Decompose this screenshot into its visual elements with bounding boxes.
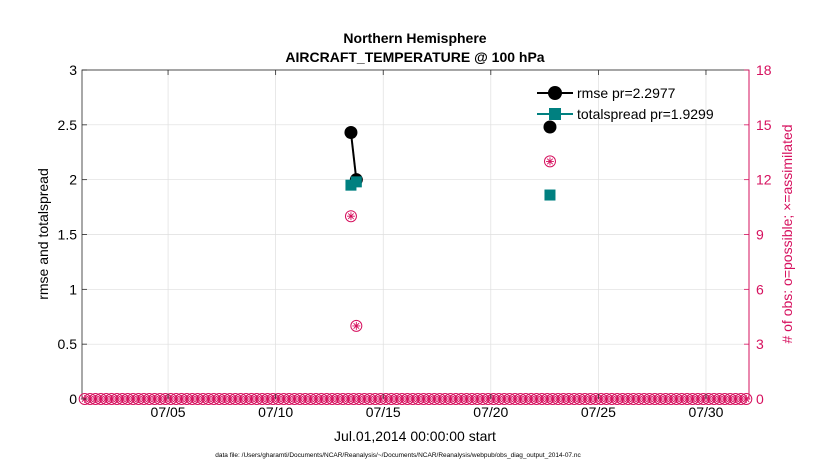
y-tick-label: 0.5 <box>58 336 78 352</box>
y-tick-label: 1.5 <box>58 227 78 243</box>
obs-asterisk <box>546 157 554 166</box>
rmse-point <box>344 126 358 140</box>
obs-asterisk <box>352 321 361 330</box>
obs-circle <box>344 210 357 223</box>
y-tick-label: 3 <box>69 62 77 78</box>
y2-tick-label: 15 <box>756 117 772 133</box>
chart-title: Northern Hemisphere <box>343 30 486 46</box>
x-tick-label: 07/25 <box>581 404 616 420</box>
ticks: 07/05 07/10 07/15 07/20 07/25 07/30 0 0.5 1 1.5 2 2… <box>58 62 772 420</box>
x-tick-label: 07/10 <box>258 404 293 420</box>
chart-subtitle: AIRCRAFT_TEMPERATURE @ 100 hPa <box>285 49 544 65</box>
y2-tick-label: 18 <box>756 62 772 78</box>
y-axis-label: rmse and totalspread <box>35 168 51 300</box>
x-tick-label: 07/15 <box>366 404 401 420</box>
y-tick-label: 2.5 <box>58 117 78 133</box>
obs-count-point <box>344 210 357 223</box>
obs-circle <box>740 393 753 405</box>
legend-label-0: rmse pr=2.2977 <box>577 85 676 101</box>
obs-count-point <box>350 319 363 332</box>
x-tick-label: 07/05 <box>151 404 186 420</box>
x-tick-label: 07/30 <box>688 404 723 420</box>
y-tick-label: 2 <box>69 172 77 188</box>
y2-tick-label: 6 <box>756 281 764 297</box>
totalspread-point <box>544 189 556 201</box>
x-axis-label: Jul.01,2014 00:00:00 start <box>334 428 496 444</box>
y-tick-label: 0 <box>69 391 77 407</box>
legend: rmse pr=2.2977 totalspread pr=1.9299 <box>537 85 714 122</box>
y2-axis-label: # of obs: o=possible; ×=assimilated <box>779 124 795 343</box>
totalspread-point <box>350 176 362 188</box>
y2-tick-label: 0 <box>756 391 764 407</box>
legend-label-1: totalspread pr=1.9299 <box>577 106 714 122</box>
series-layer <box>344 120 557 201</box>
y-tick-label: 1 <box>69 281 77 297</box>
obs-circle <box>543 155 556 168</box>
obs-count-point <box>543 155 556 168</box>
legend-marker-rmse <box>548 86 562 100</box>
data-file-footer: data file: /Users/gharamti/Documents/NCA… <box>215 452 581 459</box>
series-0-line <box>349 132 358 180</box>
obs-asterisk <box>346 212 355 221</box>
x-tick-label: 07/20 <box>473 404 508 420</box>
rmse-point <box>543 120 557 134</box>
y2-tick-label: 12 <box>756 172 772 188</box>
legend-marker-totalspread <box>549 108 561 120</box>
y2-tick-label: 3 <box>756 336 764 352</box>
y2-tick-label: 9 <box>756 227 764 243</box>
obs-circle <box>350 319 363 332</box>
obs-count-markers <box>344 155 556 332</box>
obs-zero-markers <box>78 393 753 405</box>
